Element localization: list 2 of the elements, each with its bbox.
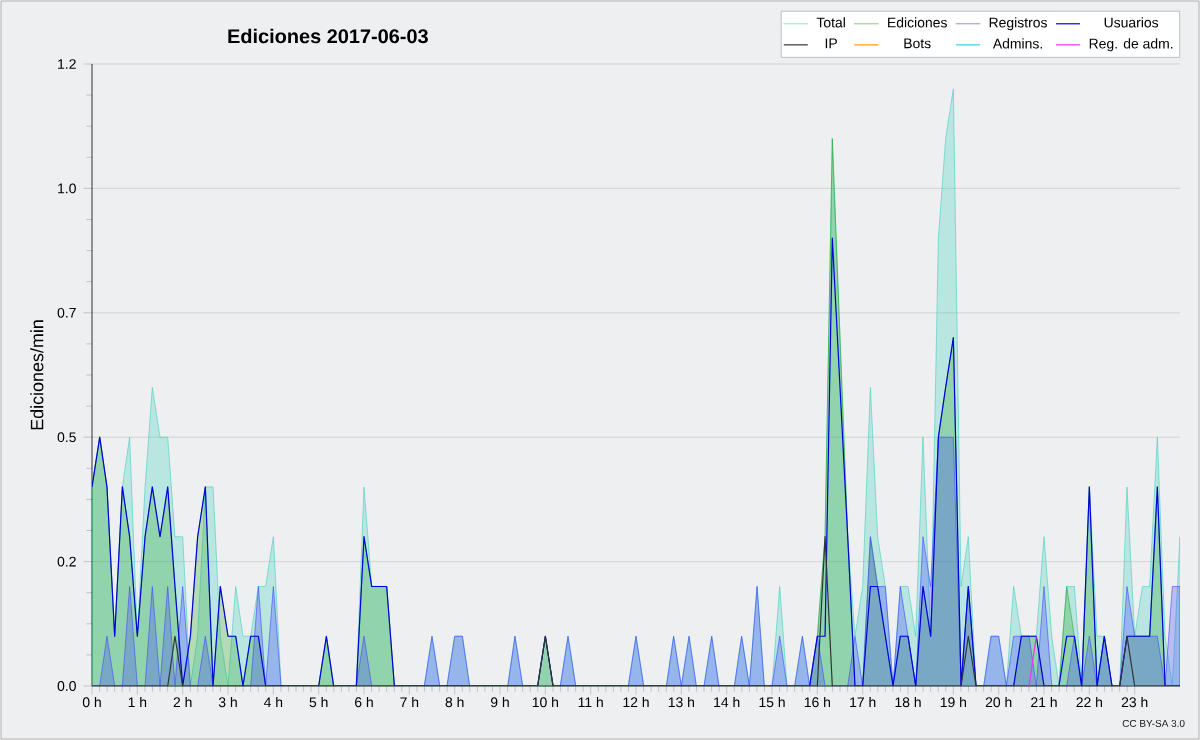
chart-title: Ediciones 2017-06-03 [228, 28, 428, 44]
y-axis-title: Ediciones/min [30, 320, 44, 430]
